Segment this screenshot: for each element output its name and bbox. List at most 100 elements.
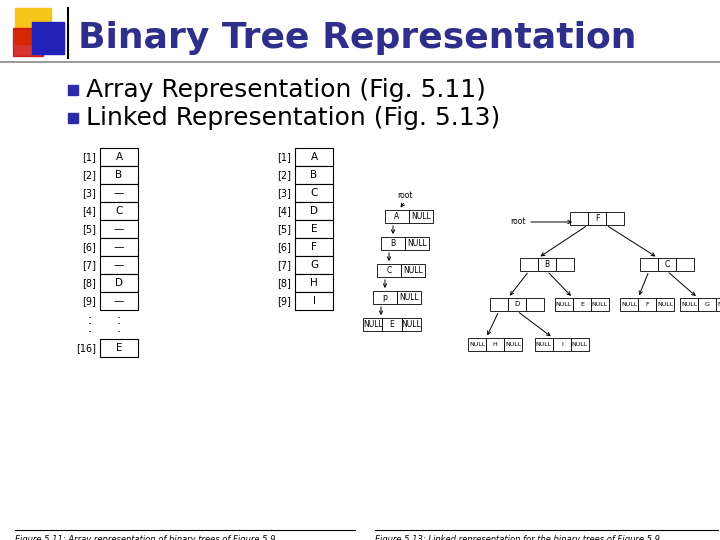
Text: [6]: [6] [82,242,96,252]
Bar [486,338,504,351]
Text: —: — [114,224,124,234]
Text: [3]: [3] [277,188,291,198]
Text: Figure 5.11: Array representation of binary trees of Figure 5.9: Figure 5.11: Array representation of bin… [15,535,276,540]
Text: NULL: NULL [556,302,572,307]
Bar [526,298,544,311]
Bar [680,298,698,311]
Text: G: G [705,302,709,307]
Text: E: E [390,320,395,329]
Bar [409,210,433,223]
Text: [3]: [3] [82,188,96,198]
Text: D: D [115,278,123,288]
Bar [100,166,138,184]
Text: Array Representation (Fig. 5.11): Array Representation (Fig. 5.11) [86,78,486,102]
Text: Binary Tree Representation: Binary Tree Representation [78,21,636,55]
Text: NULL: NULL [592,302,608,307]
Bar [100,184,138,202]
Bar [401,264,425,277]
Bar [295,166,333,184]
Bar [571,338,589,351]
Bar [588,212,606,225]
Text: C: C [665,260,670,269]
Text: NULL: NULL [717,302,720,307]
Bar [508,298,526,311]
Text: [16]: [16] [76,343,96,353]
Text: NULL: NULL [363,320,382,329]
Bar [570,212,588,225]
Text: B: B [390,239,395,248]
Bar [385,210,409,223]
Text: —: — [114,188,124,198]
Text: [2]: [2] [277,170,291,180]
Text: F: F [595,214,599,223]
Bar [468,338,486,351]
Text: NULL: NULL [399,293,419,302]
Text: [2]: [2] [82,170,96,180]
Text: NULL: NULL [572,342,588,347]
Bar [100,148,138,166]
Text: .: . [117,307,121,321]
Bar [100,339,138,357]
Bar [397,291,421,304]
Text: root: root [397,191,413,200]
Bar [295,220,333,238]
Text: NULL: NULL [505,342,521,347]
Text: —: — [114,296,124,306]
Bar [100,256,138,274]
Bar [640,258,658,271]
Text: [9]: [9] [277,296,291,306]
Bar [638,298,656,311]
Bar [555,298,573,311]
Bar [620,298,638,311]
Text: NULL: NULL [407,239,427,248]
Bar [553,338,571,351]
Bar [295,184,333,202]
Text: H: H [310,278,318,288]
Text: .: . [117,314,121,327]
Text: [1]: [1] [82,152,96,162]
Bar [68,113,78,123]
Text: NULL: NULL [403,266,423,275]
Text: NULL: NULL [411,212,431,221]
Bar [373,291,397,304]
Bar [100,238,138,256]
Text: C: C [310,188,318,198]
Text: .: . [88,307,92,321]
Text: A: A [310,152,318,162]
Text: [7]: [7] [82,260,96,270]
Text: p: p [382,293,387,302]
Text: I: I [561,342,563,347]
Bar [100,274,138,292]
Text: H: H [492,342,498,347]
Text: C: C [387,266,392,275]
Text: [5]: [5] [277,224,291,234]
Text: E: E [116,343,122,353]
Bar [490,298,508,311]
Bar [68,85,78,95]
Text: [6]: [6] [277,242,291,252]
Bar [698,298,716,311]
Text: A: A [115,152,122,162]
Text: B: B [115,170,122,180]
Text: [5]: [5] [82,224,96,234]
Text: [7]: [7] [277,260,291,270]
Text: D: D [514,301,520,307]
Text: root: root [510,218,526,226]
Text: F: F [645,302,649,307]
Bar [504,338,522,351]
Text: D: D [310,206,318,216]
Text: —: — [114,260,124,270]
Text: E: E [311,224,318,234]
Text: G: G [310,260,318,270]
Text: NULL: NULL [681,302,697,307]
Bar [573,298,591,311]
Text: B: B [544,260,549,269]
Bar [381,237,405,250]
Bar [295,256,333,274]
Bar [13,28,43,56]
Bar [676,258,694,271]
Bar [538,258,556,271]
Text: A: A [395,212,400,221]
Bar [405,237,429,250]
Text: .: . [117,321,121,334]
